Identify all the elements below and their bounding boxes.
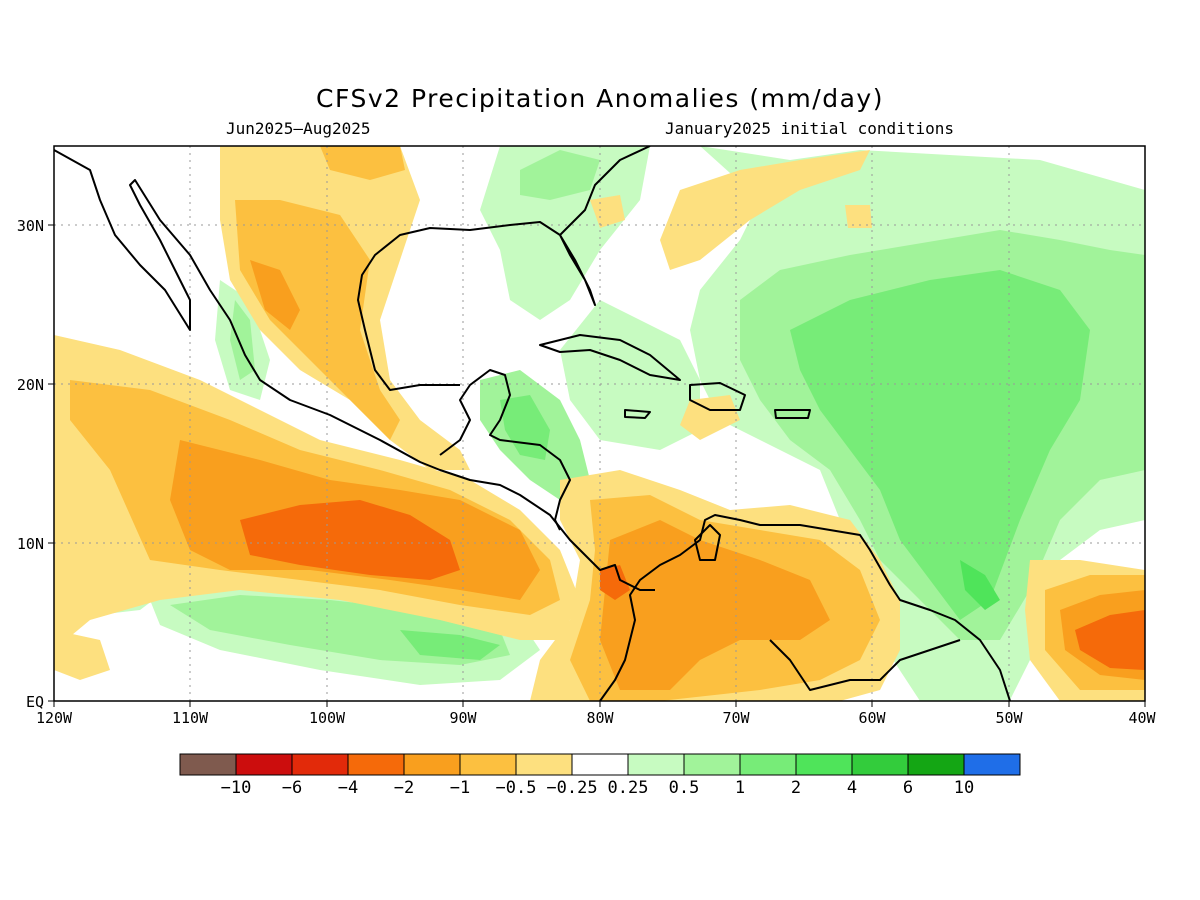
legend-color-box xyxy=(683,753,741,776)
south-america-coast xyxy=(599,514,1011,701)
lat-tick-label: 30N xyxy=(17,217,44,235)
legend-tick-label: 2 xyxy=(791,778,801,798)
hispaniola xyxy=(689,382,746,411)
legend-tick-label: 6 xyxy=(903,778,913,798)
lat-tick-label: 20N xyxy=(17,376,44,394)
guiana-borders xyxy=(769,639,961,691)
gulf-coast xyxy=(357,146,651,531)
forecast-period: Jun2025–Aug2025 xyxy=(226,119,371,138)
north-america-coast xyxy=(54,149,655,591)
legend-color-box xyxy=(571,753,629,776)
legend-color-box xyxy=(291,753,349,776)
lon-axis: 120W 110W 100W 90W 80W 70W 60W 50W 40W xyxy=(36,709,1157,727)
legend-color-box xyxy=(627,753,685,776)
coastlines xyxy=(54,146,1011,701)
legend-tick-label: −6 xyxy=(282,778,302,798)
lat-tick-label: 10N xyxy=(17,535,44,553)
legend-color-box xyxy=(179,753,237,776)
lon-tick-label: 50W xyxy=(995,709,1023,727)
legend-color-box xyxy=(851,753,909,776)
jamaica xyxy=(624,409,651,419)
lat-lon-grid xyxy=(54,146,1145,701)
color-legend: −10 −6 −4 −2 −1 −0.5 −0.25 0.25 0.5 1 2 4 6 10 xyxy=(179,753,1021,798)
legend-tick-label: −4 xyxy=(338,778,358,798)
lat-tick-label: EQ xyxy=(26,693,44,711)
anomaly-field xyxy=(54,146,1145,701)
puerto-rico xyxy=(774,409,811,419)
legend-color-box xyxy=(739,753,797,776)
lon-tick-label: 110W xyxy=(172,709,209,727)
lat-axis: 30N 20N 10N EQ xyxy=(17,217,44,711)
lon-tick-label: 80W xyxy=(586,709,614,727)
legend-color-box xyxy=(907,753,965,776)
wet-anomaly-atlantic xyxy=(690,146,1145,701)
legend-tick-label: −0.25 xyxy=(546,778,597,798)
dry-anomaly-south-america xyxy=(530,470,900,701)
legend-color-box xyxy=(235,753,293,776)
lon-tick-label: 70W xyxy=(722,709,750,727)
cuba xyxy=(539,334,681,381)
legend-color-box xyxy=(403,753,461,776)
legend-tick-label: 0.25 xyxy=(608,778,649,798)
dry-anomaly-mexico xyxy=(220,146,470,470)
legend-tick-label: 4 xyxy=(847,778,857,798)
lon-tick-label: 40W xyxy=(1128,709,1156,727)
map-title: CFSv2 Precipitation Anomalies (mm/day) xyxy=(316,84,884,113)
lon-tick-label: 90W xyxy=(449,709,477,727)
legend-color-box xyxy=(459,753,517,776)
lake-maracaibo xyxy=(694,524,721,561)
legend-tick-label: −10 xyxy=(221,778,252,798)
legend-color-box xyxy=(963,753,1021,776)
legend-tick-label: −2 xyxy=(394,778,414,798)
legend-color-box xyxy=(515,753,573,776)
legend-tick-label: −0.5 xyxy=(496,778,537,798)
lon-tick-label: 60W xyxy=(858,709,886,727)
legend-tick-label: −1 xyxy=(450,778,470,798)
legend-color-box xyxy=(347,753,405,776)
legend-color-box xyxy=(795,753,853,776)
lon-tick-label: 120W xyxy=(36,709,73,727)
dry-anomaly-eastern-pacific xyxy=(54,335,580,680)
lon-tick-label: 100W xyxy=(309,709,346,727)
dry-anomaly-atlantic-east xyxy=(590,150,1145,701)
initial-conditions: January2025 initial conditions xyxy=(665,119,954,138)
legend-tick-label: 1 xyxy=(735,778,745,798)
legend-tick-label: 0.5 xyxy=(669,778,700,798)
axis-tick-marks xyxy=(48,224,1146,707)
legend-tick-label: 10 xyxy=(954,778,974,798)
